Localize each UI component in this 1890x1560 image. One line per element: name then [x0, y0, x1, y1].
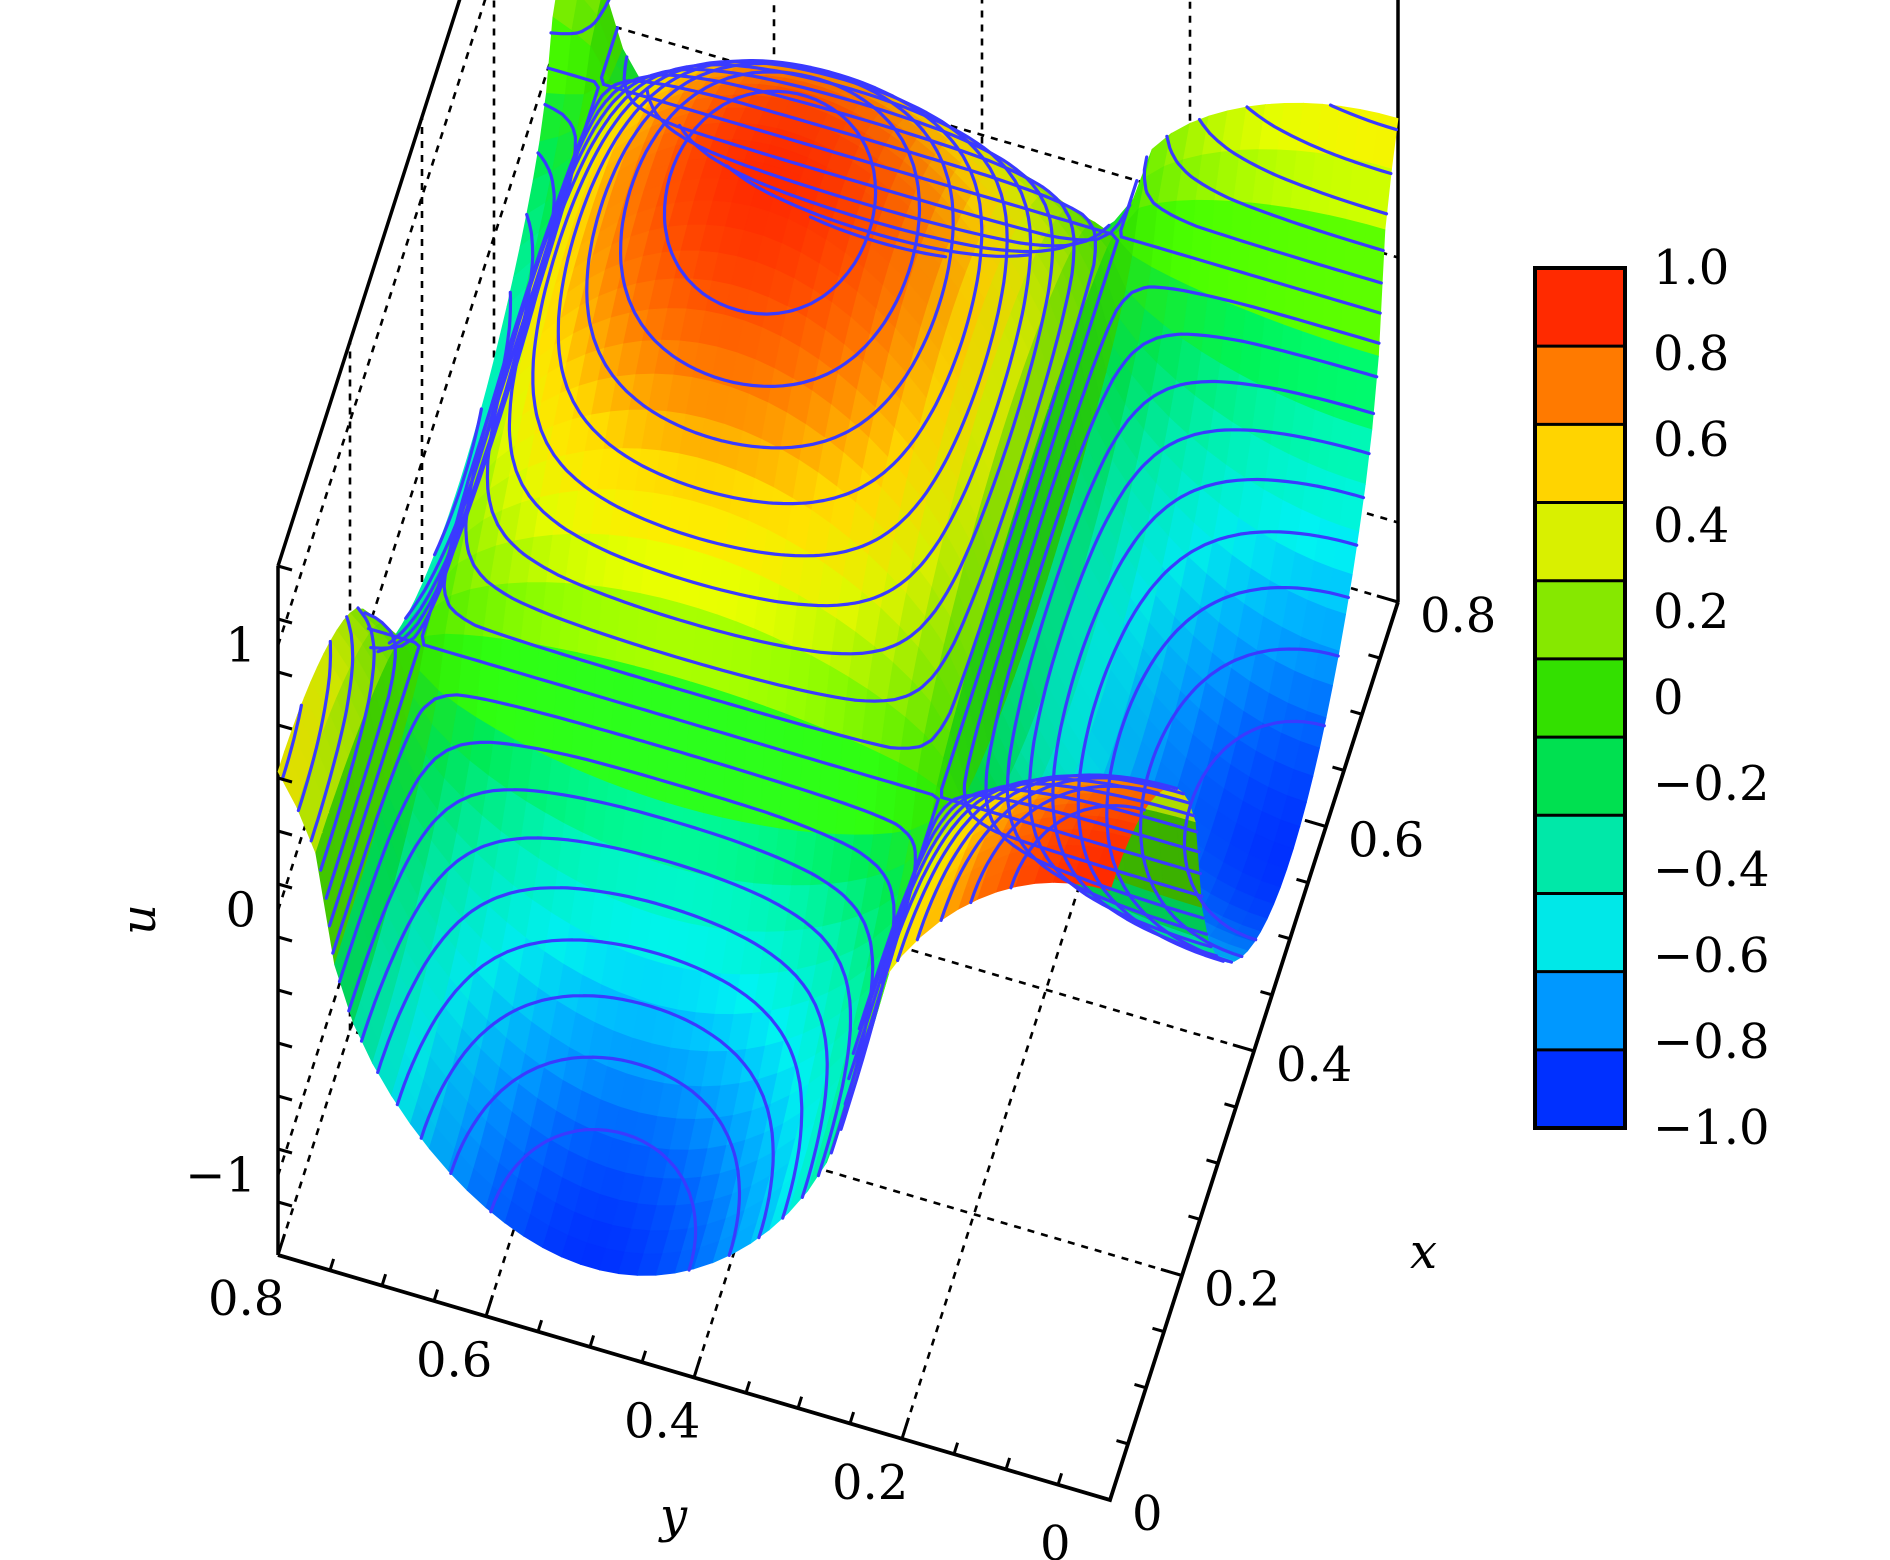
z-tick-label: −1 [185, 1148, 256, 1204]
x-tick-label: 0.4 [1276, 1037, 1352, 1093]
x-tick [1350, 709, 1363, 716]
colorbar-band [1535, 502, 1625, 582]
z-tick [277, 723, 293, 731]
colorbar-label: 1.0 [1653, 240, 1729, 296]
y-tick [744, 1380, 752, 1394]
z-tick [277, 935, 293, 943]
y-tick [796, 1396, 804, 1409]
x-tick [1224, 1102, 1237, 1109]
y-tick-label: 0 [1040, 1516, 1071, 1560]
colorbar-label: 0.4 [1653, 498, 1729, 554]
colorbar-band [1535, 268, 1625, 347]
colorbar-label: −0.4 [1653, 842, 1770, 898]
y-tick [1004, 1457, 1012, 1470]
z-tick [277, 988, 293, 996]
z-tick [277, 1253, 293, 1261]
y-tick [484, 1294, 495, 1317]
z-tick [277, 617, 293, 625]
z-tick [277, 1147, 293, 1155]
y-tick [848, 1411, 856, 1424]
z-tick [277, 1200, 293, 1208]
y-tick-label: 0.2 [832, 1455, 908, 1511]
y-tick [432, 1289, 440, 1302]
y-tick-label: 0.4 [624, 1394, 700, 1450]
x-tick [1134, 1382, 1147, 1390]
x-tick [1160, 1267, 1183, 1277]
z-tick [277, 882, 293, 890]
z-axis-label: u [111, 904, 167, 935]
colorbar-band [1535, 893, 1625, 973]
grid-line [276, 0, 487, 646]
colorbar-label: −1.0 [1653, 1100, 1770, 1156]
x-tick [1376, 594, 1399, 604]
x-tick-label: 0 [1132, 1486, 1163, 1542]
x-tick [1304, 818, 1327, 828]
z-tick [277, 670, 293, 678]
x-tick [1188, 1214, 1201, 1221]
y-tick-label: 0.6 [416, 1332, 492, 1388]
x-tick-label: 0.6 [1348, 813, 1424, 869]
y-tick [536, 1319, 544, 1333]
colorbar-band [1535, 658, 1625, 738]
colorbar-label: −0.2 [1653, 756, 1770, 812]
y-tick [328, 1258, 336, 1271]
z-tick-label: 0 [225, 883, 256, 939]
colorbar-band [1535, 580, 1625, 660]
x-tick [1368, 653, 1381, 660]
colorbar-band [1535, 346, 1625, 425]
z-tick [277, 1041, 293, 1049]
grid-line [349, 1029, 1183, 1277]
x-axis-label: x [1410, 1224, 1437, 1280]
y-tick [380, 1273, 388, 1287]
y-tick [1056, 1472, 1064, 1486]
x-tick-label: 0.8 [1420, 588, 1496, 644]
z-tick [277, 1094, 293, 1102]
x-tick [1332, 765, 1345, 772]
y-tick [640, 1350, 648, 1363]
z-tick-label: 1 [225, 618, 256, 674]
colorbar-band [1535, 424, 1625, 504]
colorbar-band [1535, 1049, 1625, 1129]
colorbar-label: −0.6 [1653, 928, 1770, 984]
x-tick [1206, 1158, 1219, 1165]
y-tick [588, 1335, 596, 1348]
x-tick [1260, 990, 1273, 997]
y-tick [900, 1417, 911, 1440]
y-tick-label: 0.8 [208, 1271, 284, 1327]
x-tick [1296, 877, 1309, 885]
colorbar-label: 0.8 [1653, 326, 1729, 382]
colorbar-label: −0.8 [1653, 1014, 1770, 1070]
x-tick [1152, 1326, 1165, 1334]
grid-line [421, 804, 1255, 1053]
y-tick [1108, 1478, 1119, 1501]
z-tick [277, 829, 293, 837]
x-tick [1232, 1043, 1255, 1053]
colorbar-band [1535, 971, 1625, 1051]
colorbar-label: 0.6 [1653, 412, 1729, 468]
x-tick [1088, 1492, 1111, 1502]
z-tick [277, 564, 293, 572]
colorbar-band [1535, 737, 1625, 816]
colorbar-label: 0 [1653, 670, 1684, 726]
x-tick [1278, 933, 1291, 941]
x-tick [1116, 1439, 1129, 1446]
colorbar-band [1535, 815, 1625, 894]
colorbar-label: 0.2 [1653, 584, 1729, 640]
y-tick [952, 1442, 960, 1455]
y-tick [692, 1356, 703, 1378]
colorbar: 1.0 0.8 0.6 0.4 0.2 0 −0.2 −0.4 −0.6 −0.8 −1.0 [1533, 240, 1770, 1156]
y-axis-label: y [658, 1488, 688, 1544]
box-edge [276, 0, 462, 567]
x-tick-label: 0.2 [1204, 1262, 1280, 1318]
